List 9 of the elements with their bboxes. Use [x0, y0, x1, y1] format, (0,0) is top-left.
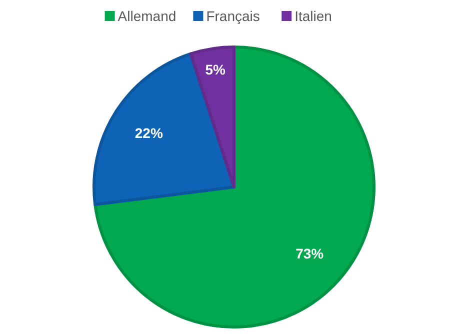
pie-slice — [94, 46, 376, 328]
legend-label: Allemand — [118, 8, 176, 24]
legend-label: Italien — [294, 8, 332, 24]
pie-slice — [189, 46, 236, 188]
legend-label: Français — [206, 8, 260, 24]
data-label: 5% — [205, 61, 226, 78]
data-label: 73% — [296, 246, 324, 262]
pie-slice — [92, 52, 236, 206]
data-label: 22% — [134, 124, 164, 141]
